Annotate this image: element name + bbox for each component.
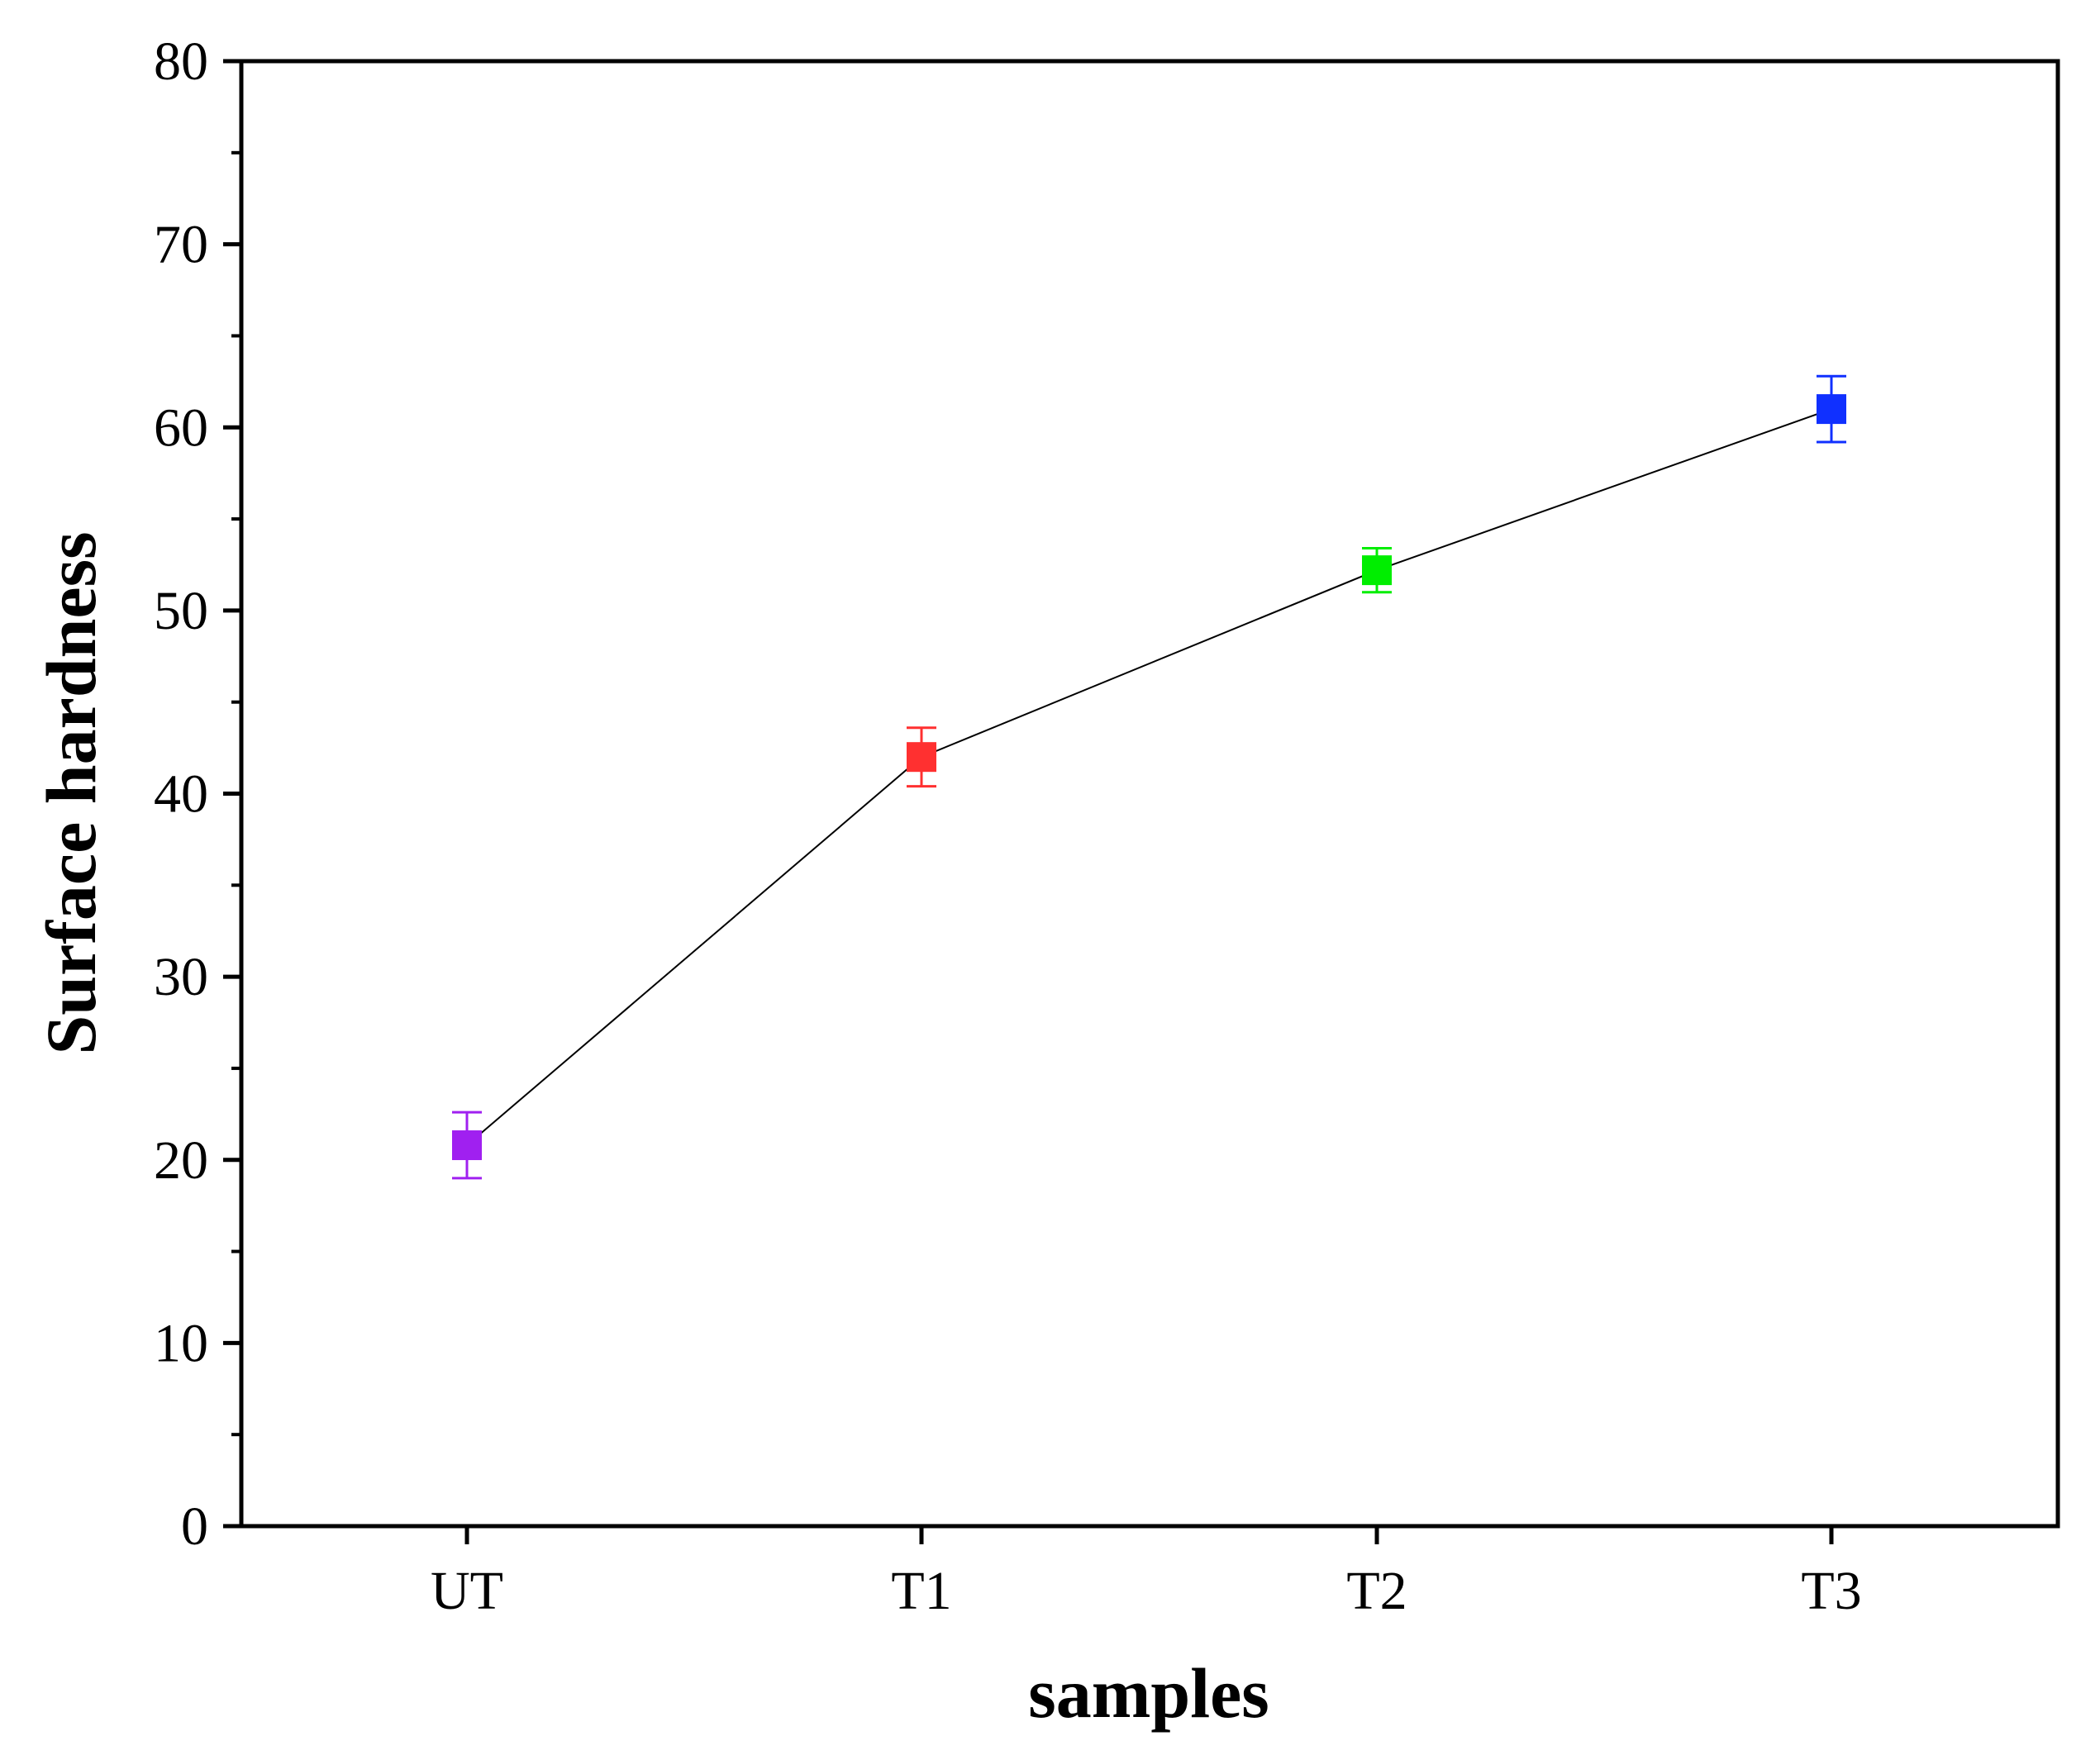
y-tick-label: 70	[154, 215, 208, 275]
data-point-marker	[452, 1130, 482, 1161]
y-tick-label: 10	[154, 1313, 208, 1373]
x-tick-label: T2	[1346, 1561, 1407, 1621]
y-tick-label: 20	[154, 1130, 208, 1191]
y-tick-label: 0	[181, 1496, 208, 1557]
y-tick-label: 50	[154, 581, 208, 641]
y-tick-label: 80	[154, 31, 208, 92]
x-tick-label: T3	[1801, 1561, 1861, 1621]
y-tick-label: 40	[154, 764, 208, 825]
x-tick-label: T1	[891, 1561, 951, 1621]
y-axis-title: Surface hardness	[31, 531, 111, 1054]
data-point-marker	[907, 742, 936, 773]
series-layer	[452, 374, 1846, 1180]
series-line	[466, 408, 1832, 1146]
x-axis-title: samples	[1028, 1653, 1269, 1733]
y-tick-label: 30	[154, 947, 208, 1007]
data-point-marker	[1362, 555, 1392, 586]
x-tick-label: UT	[431, 1561, 503, 1621]
x-axis-ticks	[464, 1526, 1834, 1544]
y-tick-label: 60	[154, 397, 208, 458]
y-axis-tick-labels: 0 10 20 30 40 50 60 70 80	[154, 31, 208, 1557]
x-axis-tick-labels: UT T1 T2 T3	[431, 1561, 1862, 1621]
plot-frame	[239, 59, 2060, 1529]
data-point-marker	[1817, 394, 1846, 425]
